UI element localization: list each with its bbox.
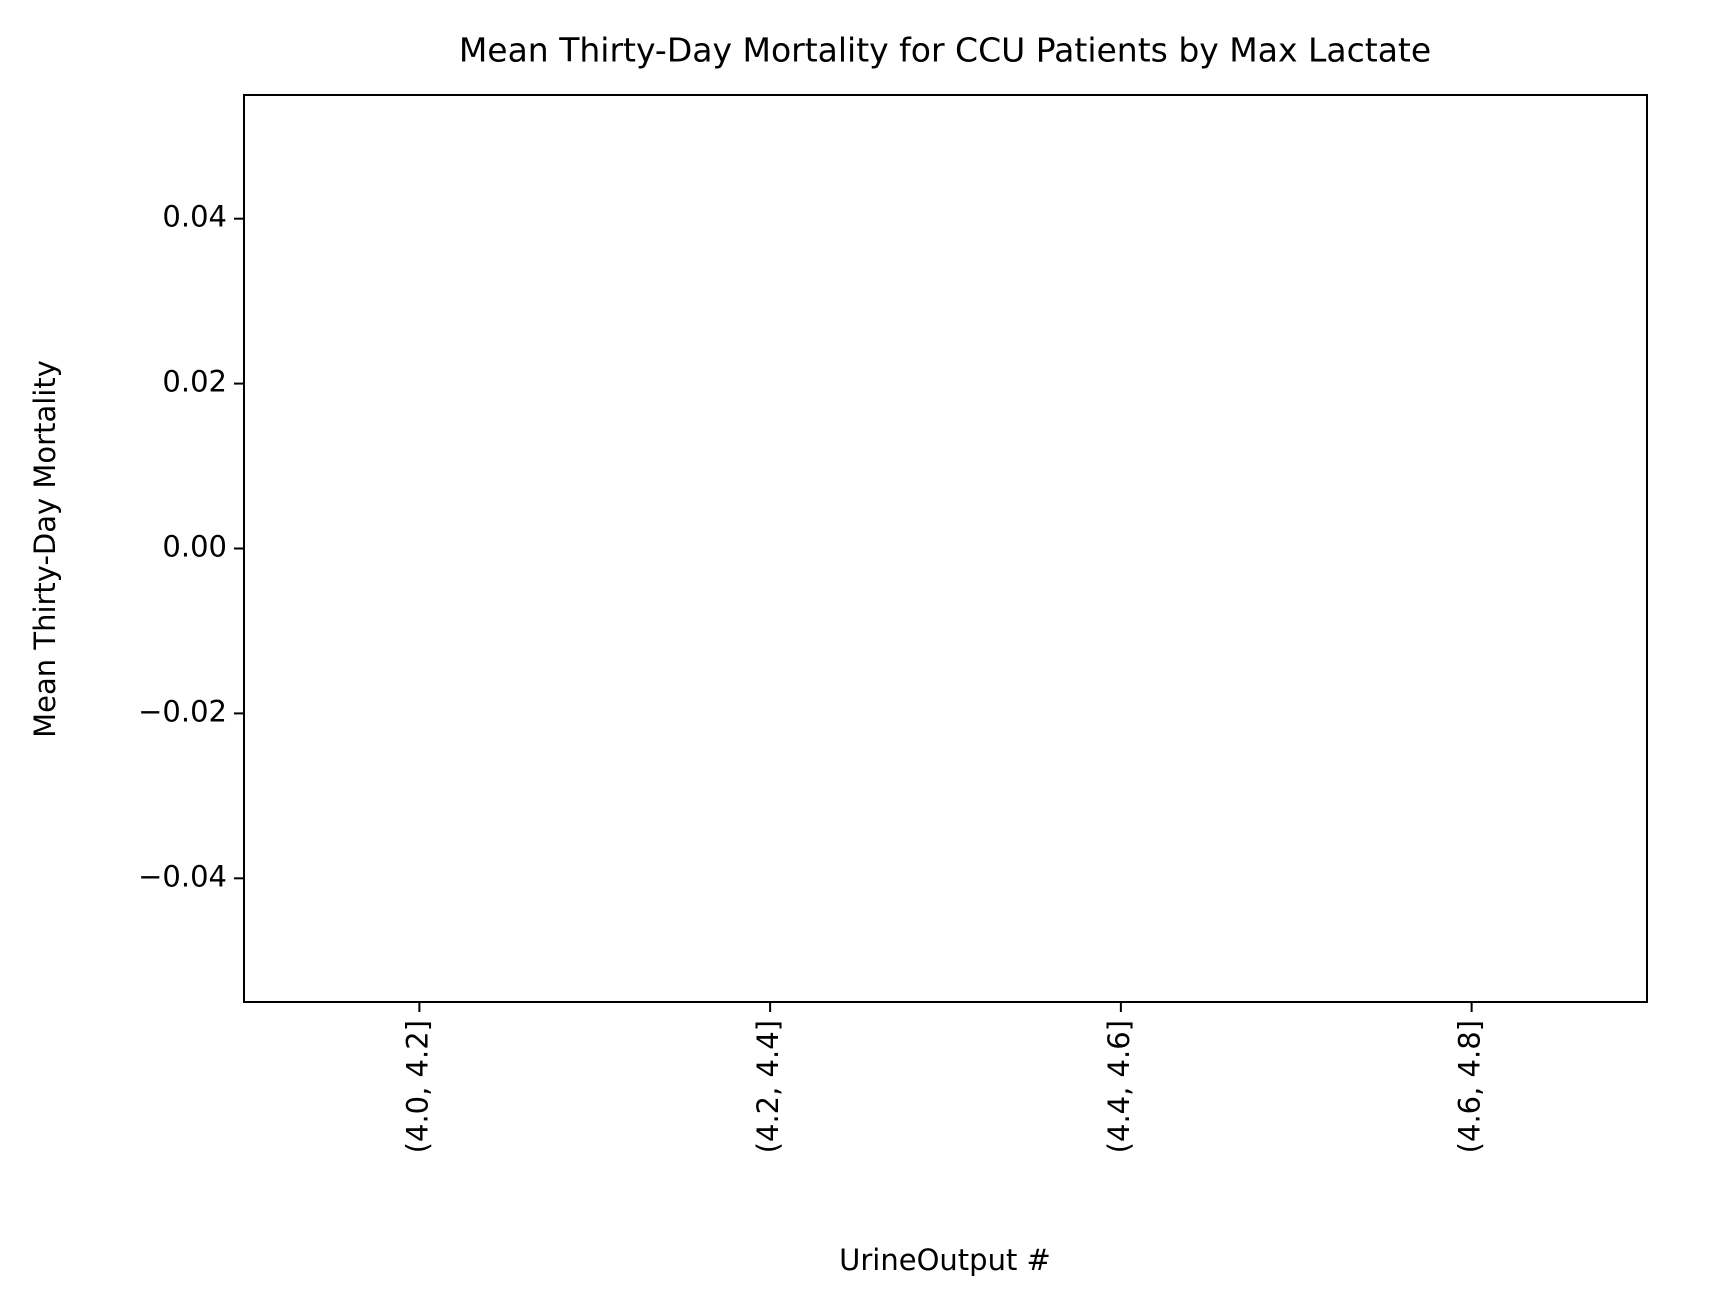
y-tick-label: −0.02: [138, 694, 227, 728]
y-tick-label: −0.04: [138, 859, 227, 893]
x-tick-label: (4.4, 4.6]: [1102, 1020, 1136, 1153]
y-tick-label: 0.00: [162, 530, 227, 564]
x-tick-label: (4.0, 4.2]: [400, 1020, 434, 1153]
x-axis-label: UrineOutput #: [839, 1243, 1051, 1277]
x-tick-label: (4.2, 4.4]: [751, 1020, 785, 1153]
x-tick-label: (4.6, 4.8]: [1453, 1020, 1487, 1153]
y-axis-label: Mean Thirty-Day Mortality: [28, 360, 62, 738]
y-tick-label: 0.02: [162, 365, 227, 399]
chart-title: Mean Thirty-Day Mortality for CCU Patien…: [459, 31, 1431, 70]
y-tick-label: 0.04: [162, 200, 227, 234]
plot-frame: [243, 94, 1648, 1003]
